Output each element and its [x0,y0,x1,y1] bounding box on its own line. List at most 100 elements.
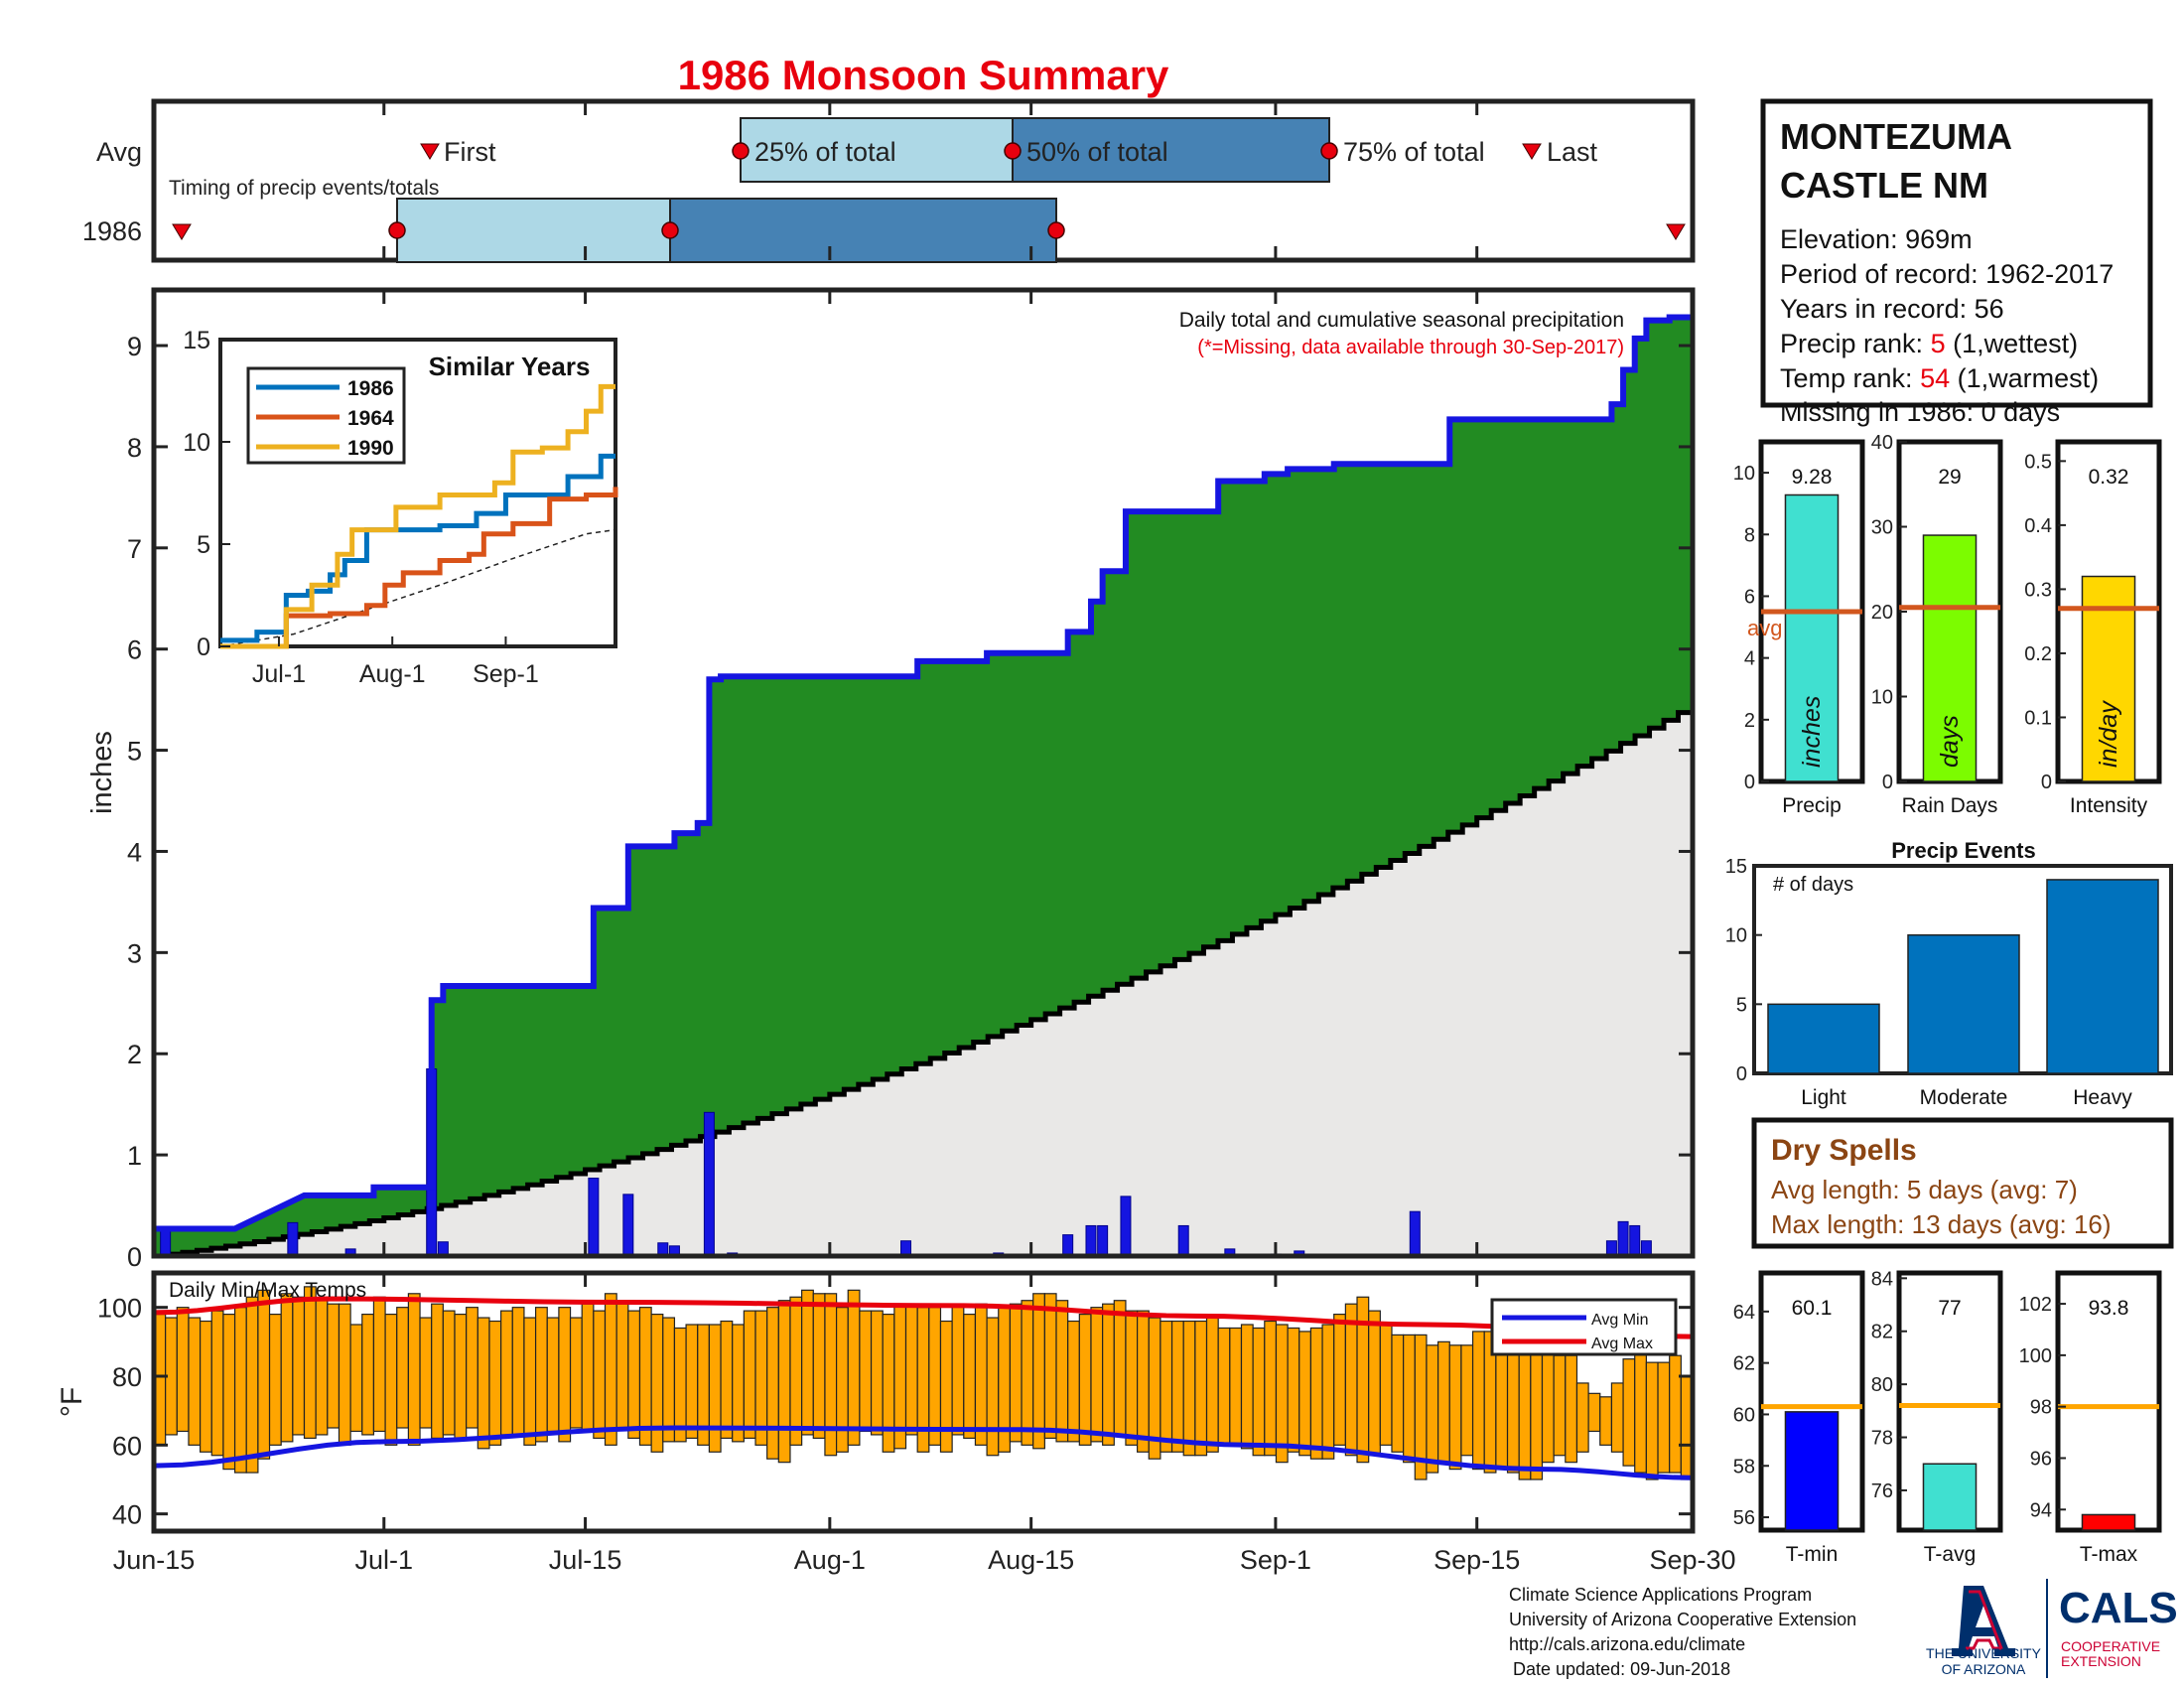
precip-events-panel: Precip Events Light Moderate Heavy 0 5 10 15 #… [1725,838,2173,1109]
temp-bar [477,1317,490,1450]
main-ytick-label: 2 [127,1040,142,1069]
average-cumulative-area [154,704,1693,1256]
mini-panel-bar [1784,493,1840,782]
mini-panel-frame [2055,1270,2162,1533]
temp-bar [615,1303,629,1429]
avg-p50-marker [1004,142,1022,160]
mini-panel-bar [1922,534,1978,782]
temp-ytick-label: 60 [112,1431,142,1461]
station-temp-rank: Temp rank: 54 (1,warmest) [1780,363,2099,393]
mini-panel-tick-label: 6 [1744,586,1755,608]
temp-bar [188,1317,202,1446]
temp-bar [1460,1344,1474,1457]
temp-bar [292,1296,306,1436]
mini-panel-tick-label: 20 [1871,602,1893,624]
mini-panel-tick-label: 0.4 [2024,515,2052,537]
temp-bar [812,1293,826,1440]
temp-bar [280,1293,294,1443]
temp-bar [650,1313,664,1453]
temp-bar [789,1296,803,1446]
temp-stats-panels: 60.1 56 58 60 62 64 T-min 77 76 78 80 82 84 T-avg 93.8… [1733,1268,2162,1566]
legend-avg-max: Avg Max [1591,1336,1653,1352]
mini-panel-value: 9.28 [1792,466,1833,489]
daily-precip-bar [1097,1224,1109,1257]
temp-bar [1078,1313,1092,1446]
event-bar [1907,933,2020,1074]
avg-last-label: Last [1547,137,1598,167]
mini-panel-tick-label: 0.1 [2024,707,2052,729]
similar-years-inset: 0 5 10 15 Jul-1 Aug-1 Sep-1 Similar Years 1986… [183,327,618,688]
daily-precip-bar [1629,1224,1641,1257]
temp-bar [546,1317,560,1433]
temp-bar [1321,1324,1335,1460]
temp-bar [1437,1340,1450,1464]
temp-bar [1553,1354,1567,1457]
mini-panel-tick-label: 84 [1871,1268,1893,1290]
mini-panel-unit: days [1936,715,1964,768]
year-last-marker [1666,223,1686,240]
footer-line-3: http://cals.arizona.edu/climate [1509,1634,1745,1654]
temp-bar [939,1320,953,1453]
mini-panel-tick-label: 58 [1733,1456,1755,1477]
temp-bar [859,1310,873,1433]
temp-bar [1090,1307,1104,1443]
station-years: Years in record: 56 [1780,294,2004,324]
temp-bar [1125,1310,1139,1446]
station-precip-rank: Precip rank: 5 (1,wettest) [1780,329,2078,358]
mini-panel-tick-label: 40 [1871,432,1893,454]
x-tick-label: Sep-1 [1240,1545,1311,1575]
station-missing: Missing in 1986: 0 days [1780,397,2060,427]
mini-panel-tick-label: 100 [2019,1345,2052,1367]
mini-panel-unit: in/day [2095,700,2122,768]
mini-panel-tick-label: 80 [1871,1374,1893,1396]
temp-bar [1610,1382,1624,1453]
temp-bar [685,1324,699,1440]
inset-legend-1990: 1990 [347,437,394,460]
temp-bar [1471,1331,1485,1471]
mini-panel-tick-label: 56 [1733,1507,1755,1529]
temps-caption: Daily Min/Max Temps [169,1279,366,1302]
mini-panel-tick-label: 0 [2041,772,2052,793]
year-p75-marker [1047,221,1065,239]
year-p25-marker [388,221,406,239]
temp-bar [442,1310,456,1436]
station-info: MONTEZUMA CASTLE NM Elevation: 969m Peri… [1760,98,2153,427]
mini-panel-label: T-avg [1924,1543,1977,1566]
temp-bar [1182,1320,1196,1457]
temp-bar [1448,1344,1462,1471]
temp-bar [1645,1361,1659,1480]
temp-bar [1565,1354,1578,1464]
temp-bar [303,1286,317,1440]
inset-ytick-label: 10 [183,429,210,457]
temp-bar [581,1303,595,1433]
inset-legend-1964: 1964 [347,407,394,430]
inset-xtick-label: Jul-1 [252,660,306,688]
temp-bar [904,1303,918,1436]
temp-bar [384,1313,398,1446]
event-ytick-label: 10 [1725,925,1747,947]
event-bar [1767,1003,1880,1074]
temp-bar [372,1296,386,1433]
year-25-50-box [396,198,671,263]
temp-bar [1298,1331,1312,1457]
main-ytick-label: 1 [127,1141,142,1171]
temp-bar [1102,1303,1115,1446]
mini-panel-value: 60.1 [1792,1297,1833,1320]
main-caption: Daily total and cumulative seasonal prec… [1179,309,1624,332]
temp-bar [1333,1313,1346,1446]
temp-bar [431,1303,444,1439]
temp-bar [176,1307,190,1433]
mini-panel-value: 77 [1938,1297,1961,1320]
temp-bar [1137,1310,1150,1453]
mini-panel-tick-label: 102 [2019,1294,2052,1316]
temp-bar [1043,1293,1057,1440]
daily-precip-bar [1177,1224,1189,1257]
inset-series-line [220,487,618,649]
x-tick-label: Aug-1 [794,1545,866,1575]
mini-panel-tick-label: 76 [1871,1480,1893,1502]
temp-bar [1426,1344,1439,1474]
legend-avg-min: Avg Min [1591,1312,1649,1329]
avg-min-line [153,1425,1694,1480]
inset-series-line [220,383,615,649]
temp-bar [523,1317,537,1446]
